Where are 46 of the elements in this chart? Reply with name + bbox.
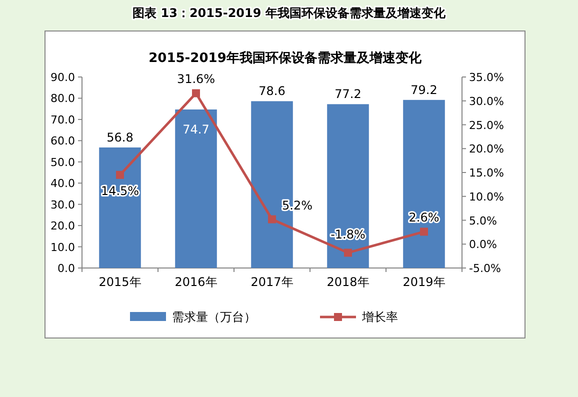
x-tick-label: 2019年 xyxy=(402,275,446,289)
point xyxy=(116,170,124,179)
y2-tick-label: 30.0% xyxy=(469,94,504,108)
chart-title: 2015-2019年我国环保设备需求量及增速变化 xyxy=(148,50,422,66)
data-label: 31.6% xyxy=(176,72,216,86)
y-tick-label: 10.0 xyxy=(50,240,75,254)
y2-tick-label: 20.0% xyxy=(469,142,504,156)
y-tick-label: 80.0 xyxy=(50,92,75,106)
text: 图表 13：2015-2019 年我国环保设备需求量及增速变化 xyxy=(132,6,446,20)
y-tick-label: 0.0 xyxy=(58,262,75,275)
data-label: 79.2 xyxy=(410,82,438,97)
bar xyxy=(403,100,445,268)
point xyxy=(344,248,352,257)
y2-tick-label: 5.0% xyxy=(469,214,497,228)
data-label: 14.5% xyxy=(100,184,140,198)
data-label: 74.7 xyxy=(182,122,210,136)
y2-tick-label: 0.0% xyxy=(469,238,497,252)
legend-label: 需求量（万台） xyxy=(172,310,256,324)
y-tick-label: 40.0 xyxy=(50,177,75,190)
x-tick-label: 2018年 xyxy=(326,275,370,289)
y-tick-label: 90.0 xyxy=(50,71,75,84)
x-tick-label: 2016年 xyxy=(174,275,218,289)
bar xyxy=(327,104,369,268)
data-label: 2.6% xyxy=(408,210,440,225)
y2-tick-label: 25.0% xyxy=(469,118,504,132)
point xyxy=(192,89,200,98)
y2-tick-label: 10.0% xyxy=(469,190,504,204)
data-label: 78.6 xyxy=(258,84,286,98)
data-label: 77.2 xyxy=(334,87,362,102)
legend-label: 增长率 xyxy=(361,310,398,324)
bar xyxy=(175,109,217,268)
bar xyxy=(99,147,141,268)
y-tick-label: 20.0 xyxy=(50,220,75,233)
y2-tick-label: 15.0% xyxy=(469,166,504,180)
data-label: 56.8 xyxy=(106,130,134,144)
y-tick-label: 30.0 xyxy=(50,198,75,212)
y-tick-label: 60.0 xyxy=(50,134,75,148)
y2-tick-label: 35.0% xyxy=(469,71,504,84)
point xyxy=(268,215,276,224)
x-tick-label: 2017年 xyxy=(250,275,294,289)
x-tick-label: 2015年 xyxy=(98,275,142,289)
y-tick-label: 70.0 xyxy=(50,113,75,126)
y-tick-label: 50.0 xyxy=(50,156,75,169)
data-label: -1.8% xyxy=(330,228,366,242)
point xyxy=(420,228,428,236)
y2-tick-label: -5.0% xyxy=(469,262,501,275)
